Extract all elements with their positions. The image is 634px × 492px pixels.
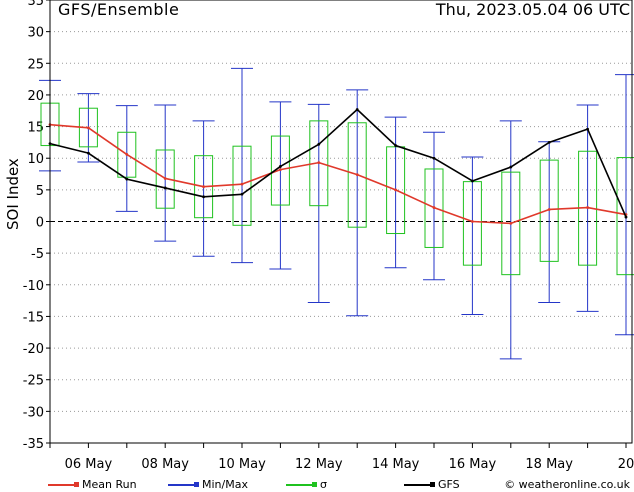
- series-point-gfs: [509, 165, 513, 169]
- run-datetime: Thu, 2023.05.04 06 UTC: [435, 0, 630, 19]
- series-point-mean-run: [586, 206, 589, 209]
- copyright-notice: © weatheronline.co.uk: [504, 478, 630, 491]
- sigma-box: [616, 157, 634, 276]
- x-tick-label: 18 May: [525, 457, 573, 472]
- y-tick-label: -30: [23, 405, 44, 420]
- series-point-mean-run: [240, 182, 244, 186]
- y-tick-label: -5: [31, 247, 44, 262]
- legend-gfs-label: GFS: [438, 478, 460, 491]
- series-point-mean-run: [279, 168, 282, 172]
- series-point-gfs: [471, 179, 474, 183]
- series-point-mean-run: [163, 177, 167, 180]
- sigma-box: [232, 145, 252, 226]
- series-point-mean-run: [394, 188, 397, 192]
- y-axis-label: SOI Index: [4, 158, 22, 230]
- x-tick-label: 08 May: [141, 457, 189, 472]
- legend-min-max: Min/Max: [168, 478, 248, 492]
- sigma-box: [155, 149, 175, 209]
- x-tick-label: 20: [618, 457, 634, 472]
- series-point-gfs: [87, 151, 90, 155]
- series-point-gfs: [202, 195, 206, 199]
- legend-sigma-swatch: [286, 481, 317, 489]
- series-point-mean-run: [432, 206, 436, 209]
- sigma-box: [270, 135, 290, 206]
- sigma-box: [347, 122, 367, 228]
- series-point-mean-run: [87, 126, 90, 130]
- legend-sigma: σ: [286, 478, 327, 492]
- y-tick-label: 15: [27, 121, 44, 136]
- y-tick-label: 5: [36, 184, 44, 199]
- y-axis-ticks: 35 30 25 20 15 10 5 0 -5 -10 -15 -20 -25 -30 -35: [23, 0, 50, 452]
- minmax-bars: [39, 67, 634, 360]
- x-tick-label: 10 May: [218, 457, 266, 472]
- series-point-mean-run: [125, 153, 129, 156]
- series-point-gfs: [163, 186, 167, 190]
- y-tick-label: -20: [23, 342, 44, 357]
- y-tick-label: 20: [27, 89, 44, 104]
- series-point-mean-run: [509, 221, 513, 225]
- series-point-gfs: [355, 108, 359, 111]
- x-tick-label: 16 May: [449, 457, 497, 472]
- series-point-gfs: [240, 192, 244, 196]
- y-tick-label: 30: [27, 26, 44, 41]
- sigma-boxes: [40, 102, 634, 276]
- y-tick-label: 0: [36, 216, 44, 231]
- series-point-mean-run: [202, 185, 206, 189]
- series-point-gfs: [432, 156, 436, 160]
- series-point-mean-run: [471, 220, 474, 223]
- plot-frame: [49, 0, 633, 444]
- series-point-mean-run: [355, 173, 359, 177]
- chart-title: GFS/Ensemble: [58, 0, 180, 19]
- y-tick-label: -15: [23, 310, 44, 325]
- sigma-box: [117, 131, 137, 178]
- y-tick-label: -35: [23, 437, 44, 452]
- y-tick-label: -10: [23, 279, 44, 294]
- series-point-gfs: [279, 165, 282, 168]
- series-point-gfs: [125, 177, 129, 181]
- series-point-gfs: [547, 140, 551, 144]
- legend-mean-run: Mean Run: [48, 478, 137, 492]
- series-line-gfs: [49, 108, 627, 218]
- series-line-mean-run: [49, 123, 627, 225]
- series-lines: [48, 108, 628, 225]
- x-tick-label: 14 May: [372, 457, 420, 472]
- legend-sigma-label: σ: [320, 478, 327, 491]
- series-point-gfs: [394, 144, 397, 147]
- x-tick-label: 12 May: [295, 457, 343, 472]
- legend-mean-run-swatch: [48, 481, 79, 489]
- x-tick-label: 06 May: [65, 457, 113, 472]
- series-point-gfs: [624, 215, 628, 219]
- series-point-gfs: [586, 127, 589, 131]
- y-tick-label: 35: [27, 0, 44, 9]
- legend-min-max-swatch: [168, 481, 199, 489]
- sigma-box: [309, 120, 329, 207]
- sigma-box: [539, 159, 559, 262]
- sigma-box: [424, 168, 444, 248]
- series-point-mean-run: [317, 161, 321, 165]
- legend-min-max-label: Min/Max: [202, 478, 248, 491]
- grid: [50, 31, 632, 412]
- y-tick-label: 10: [27, 152, 44, 167]
- x-axis-ticks: 06 May 08 May 10 May 12 May 14 May 16 May 18 M…: [49, 443, 634, 472]
- y-tick-label: -25: [23, 374, 44, 389]
- legend-gfs: GFS: [404, 478, 460, 492]
- series-point-mean-run: [547, 208, 551, 211]
- legend-gfs-swatch: [404, 481, 435, 489]
- y-tick-label: 25: [27, 57, 44, 72]
- legend-mean-run-label: Mean Run: [82, 478, 137, 491]
- series-point-gfs: [317, 142, 321, 146]
